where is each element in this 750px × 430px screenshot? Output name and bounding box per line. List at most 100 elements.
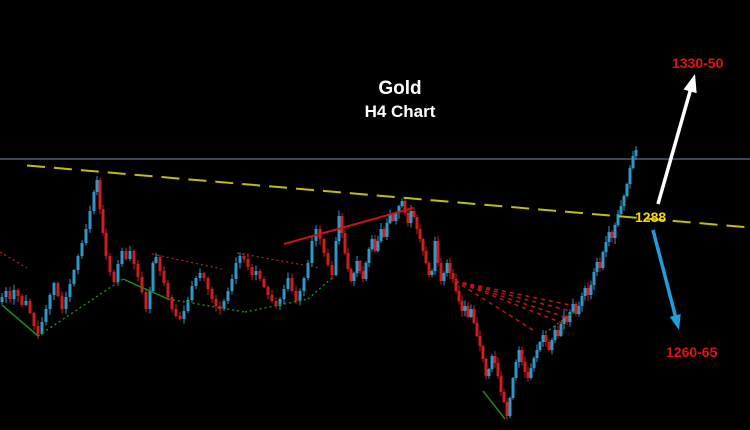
candle-bear	[270, 289, 274, 304]
candle-bear	[499, 370, 503, 396]
red-zigzag-segment	[0, 251, 28, 269]
candle-bull	[535, 344, 539, 363]
candle-bear	[610, 230, 614, 243]
candle-bull	[352, 271, 356, 286]
candle-bear	[565, 314, 569, 325]
candle-bull	[430, 268, 434, 278]
candle-bull	[76, 254, 80, 275]
candle-bear	[158, 254, 162, 276]
candle-bull	[400, 198, 404, 208]
candle-bull	[44, 304, 48, 326]
green-zigzag-segment	[122, 278, 169, 300]
fan-line	[454, 280, 569, 319]
candle-bull	[0, 293, 4, 305]
candle-bear	[8, 286, 12, 303]
candle-bear	[574, 301, 578, 316]
candle-bear	[326, 248, 330, 267]
candle-bear	[170, 294, 174, 312]
candle-bull	[286, 272, 290, 292]
candle-bear	[472, 304, 476, 325]
candle-bear	[28, 298, 32, 315]
red-zigzag-segment	[236, 252, 321, 269]
candle-bull	[601, 250, 605, 271]
candle-bull	[541, 330, 545, 347]
candle-bear	[586, 282, 590, 301]
candle-bear	[451, 268, 455, 284]
candle-bull	[222, 298, 226, 312]
rising-red-trendline	[283, 207, 414, 245]
fan-line	[454, 280, 534, 331]
candle-bear	[104, 228, 108, 260]
candles-layer	[0, 146, 638, 420]
descending-trendline	[26, 164, 750, 229]
candle-bull	[254, 265, 258, 281]
candle-bull	[583, 285, 587, 301]
candle-bear	[478, 330, 482, 352]
green-zigzag-segment	[1, 304, 39, 337]
candle-bull	[562, 310, 566, 330]
candle-bear	[206, 276, 210, 295]
candle-bull	[92, 189, 96, 215]
red-trendline	[283, 207, 414, 245]
chart-title-timeframe: H4 Chart	[364, 102, 436, 121]
candle-bull	[553, 325, 557, 344]
candle-bull	[12, 284, 16, 305]
candle-bull	[151, 260, 155, 293]
candle-bull	[190, 280, 194, 303]
candle-bull	[487, 367, 491, 379]
candle-bear	[250, 264, 254, 280]
candle-bull	[385, 218, 389, 241]
candle-bull	[80, 240, 84, 259]
candle-bear	[108, 253, 112, 276]
candle-bear	[484, 357, 488, 380]
candle-bear	[132, 249, 136, 270]
candle-bull	[40, 317, 44, 336]
candle-bull	[577, 301, 581, 317]
candle-bull	[388, 209, 392, 225]
candle-bull	[433, 236, 437, 275]
candle-bear	[274, 297, 278, 309]
candle-bear	[502, 388, 506, 404]
candle-bear	[112, 269, 116, 284]
candle-bear	[382, 226, 386, 239]
candle-bear	[266, 285, 270, 300]
lower-target-label: 1260-65	[666, 344, 718, 360]
candle-bear	[343, 228, 347, 255]
candle-bull	[559, 321, 563, 338]
chart-title-instrument: Gold	[378, 78, 422, 99]
candle-bear	[262, 276, 266, 289]
candle-bear	[427, 261, 431, 278]
candle-bear	[294, 285, 298, 304]
candle-bear	[460, 295, 464, 317]
candle-bear	[466, 302, 470, 319]
candle-bull	[278, 297, 282, 311]
candle-bear	[406, 209, 410, 227]
candle-bull	[198, 268, 202, 281]
candle-bear	[526, 366, 530, 382]
candle-bull	[604, 236, 608, 258]
candle-bull	[120, 247, 124, 267]
candle-bear	[56, 281, 60, 298]
candle-bear	[101, 204, 105, 236]
candle-bull	[370, 235, 374, 252]
candle-bull	[607, 226, 611, 247]
candle-bear	[418, 224, 422, 243]
candle-bear	[358, 259, 362, 275]
candle-bull	[128, 246, 132, 262]
candle-bull	[116, 260, 120, 286]
green-zigzag-segment	[544, 308, 579, 334]
candle-bear	[218, 301, 222, 315]
candle-bull	[589, 280, 593, 300]
candle-bull	[367, 247, 371, 267]
candle-bear	[136, 259, 140, 282]
candle-bear	[547, 338, 551, 352]
candle-bear	[330, 260, 334, 280]
candle-bull	[490, 353, 494, 373]
candle-bull	[88, 205, 92, 233]
upper-target-label: 1330-50	[672, 55, 724, 71]
candle-bear	[178, 312, 182, 321]
candle-bear	[20, 293, 24, 307]
candle-bull	[238, 252, 242, 269]
candle-bear	[318, 225, 322, 245]
candle-bull	[306, 260, 310, 281]
